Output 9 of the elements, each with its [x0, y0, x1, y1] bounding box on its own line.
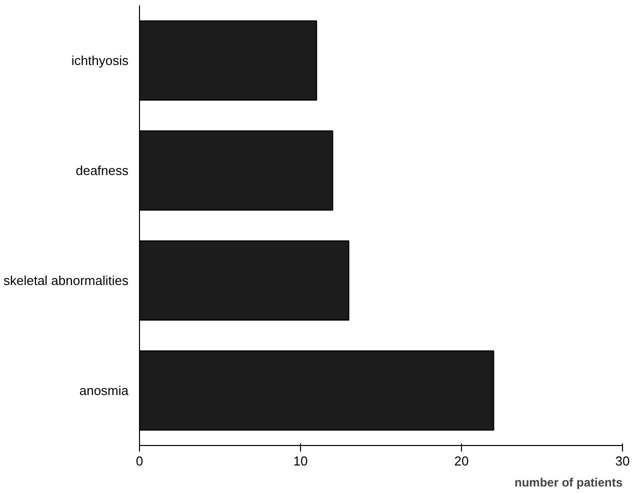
x-axis-title: number of patients: [514, 476, 623, 490]
x-tick-label: 30: [615, 454, 630, 468]
y-tick-label: anosmia: [79, 383, 130, 398]
x-tick-label: 10: [293, 454, 308, 468]
x-tick-label: 20: [454, 454, 469, 468]
x-tick-label: 0: [136, 454, 144, 468]
y-tick-label: skeletal abnormalities: [3, 273, 129, 288]
y-tick-label: deafness: [76, 163, 129, 178]
y-tick-label: ichthyosis: [71, 53, 129, 68]
